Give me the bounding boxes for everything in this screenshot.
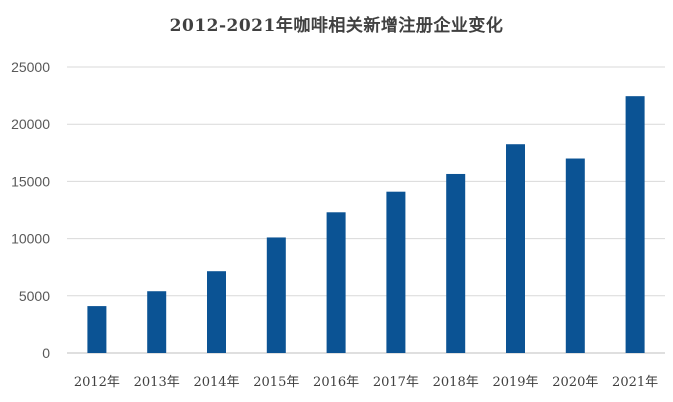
x-tick-label: 2020年 [552, 375, 598, 390]
bar [147, 291, 167, 353]
y-tick-label: 20000 [11, 116, 50, 132]
x-tick-label: 2013年 [134, 375, 180, 390]
bar [386, 191, 406, 353]
y-tick-label: 10000 [11, 231, 50, 247]
bar [87, 306, 107, 353]
x-tick-label: 2019年 [492, 375, 538, 390]
bar [446, 173, 466, 353]
x-tick-label: 2012年 [74, 375, 120, 390]
x-tick-label: 2015年 [253, 375, 299, 390]
y-tick-label: 15000 [11, 173, 50, 189]
y-tick-label: 25000 [11, 59, 50, 75]
x-tick-label: 2014年 [193, 375, 239, 390]
x-tick-label: 2021年 [612, 375, 658, 390]
x-tick-label: 2018年 [433, 375, 479, 390]
bar [625, 96, 645, 353]
chart-title: 2012-2021年咖啡相关新增注册企业变化 [169, 16, 504, 36]
x-tick-label: 2016年 [313, 375, 359, 390]
bar [565, 158, 585, 353]
x-tick-label: 2017年 [373, 375, 419, 390]
bar [326, 212, 346, 353]
bar [266, 237, 286, 353]
bar [506, 144, 525, 353]
bar [207, 271, 226, 353]
y-tick-label: 0 [42, 345, 50, 361]
y-tick-label: 5000 [19, 288, 50, 304]
